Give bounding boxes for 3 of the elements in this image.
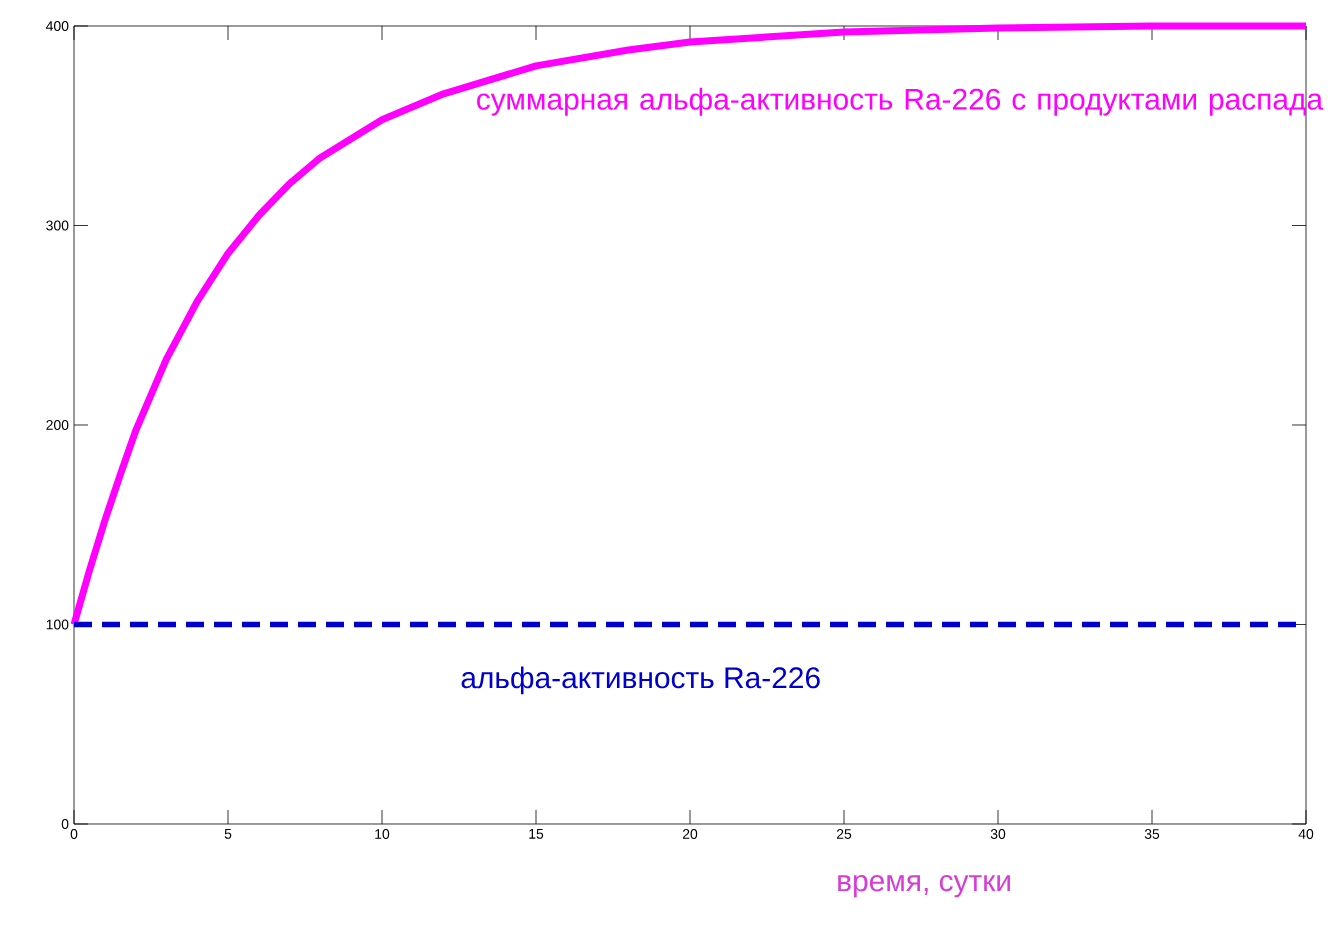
series-label: альфа-активность Ra-226 [461,666,820,695]
x-axis-title: время, сутки [838,875,1010,898]
series-label: суммарная альфа-активность Ra-226 с продуктами распада [477,87,1324,116]
